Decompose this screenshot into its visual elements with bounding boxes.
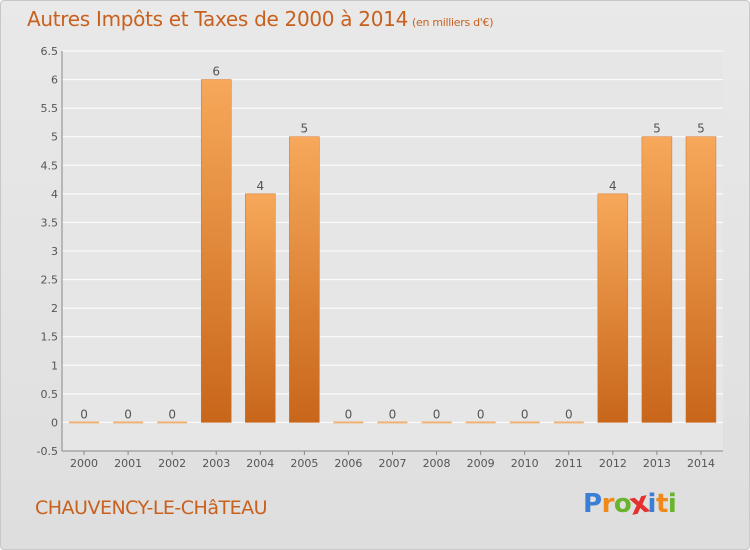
data-label-2004: 4 bbox=[256, 179, 264, 193]
bar-2006 bbox=[333, 421, 364, 424]
x-tick-label: 2001 bbox=[114, 457, 142, 470]
bar-2011 bbox=[553, 421, 584, 424]
data-label-2002: 0 bbox=[168, 407, 176, 421]
x-tick-label: 2013 bbox=[643, 457, 671, 470]
logo-letter: i bbox=[647, 489, 657, 519]
data-label-2008: 0 bbox=[433, 407, 441, 421]
x-tick-label: 2006 bbox=[334, 457, 362, 470]
x-tick-label: 2000 bbox=[70, 457, 98, 470]
y-tick-label: 0 bbox=[51, 416, 58, 429]
logo-letter: o bbox=[613, 489, 632, 519]
bar-2007 bbox=[377, 421, 408, 424]
data-label-2005: 5 bbox=[301, 122, 309, 136]
bar-2003 bbox=[200, 79, 232, 423]
logo-letter: t bbox=[655, 489, 668, 519]
data-label-2012: 4 bbox=[609, 179, 617, 193]
x-tick-label: 2011 bbox=[555, 457, 583, 470]
y-tick-label: 4.5 bbox=[41, 159, 59, 172]
bar-2004 bbox=[245, 193, 276, 423]
y-tick-label: 2.5 bbox=[41, 274, 59, 287]
data-label-2009: 0 bbox=[477, 407, 485, 421]
x-tick-label: 2003 bbox=[202, 457, 230, 470]
y-tick-label: 3 bbox=[51, 245, 58, 258]
bar-2010 bbox=[509, 421, 540, 424]
bar-2009 bbox=[465, 421, 496, 424]
x-tick-label: 2004 bbox=[246, 457, 274, 470]
chart-title-text: Autres Impôts et Taxes de 2000 à 2014 bbox=[27, 7, 408, 31]
data-label-2011: 0 bbox=[565, 407, 573, 421]
x-tick-label: 2009 bbox=[467, 457, 495, 470]
y-tick-label: 2 bbox=[51, 302, 58, 315]
y-tick-label: 0.5 bbox=[41, 388, 59, 401]
logo-letter: r bbox=[601, 489, 615, 519]
chart-subtitle: (en milliers d'€) bbox=[412, 16, 494, 29]
x-tick-label: 2008 bbox=[423, 457, 451, 470]
data-label-2013: 5 bbox=[653, 122, 661, 136]
logo-letter: i bbox=[667, 489, 677, 519]
x-tick-label: 2005 bbox=[290, 457, 318, 470]
data-label-2003: 6 bbox=[212, 65, 220, 79]
x-tick-label: 2002 bbox=[158, 457, 186, 470]
x-tick-label: 2014 bbox=[687, 457, 715, 470]
data-label-2010: 0 bbox=[521, 407, 529, 421]
y-tick-label: 1 bbox=[51, 359, 58, 372]
proxiti-logo: Proxiti bbox=[583, 485, 677, 523]
y-tick-label: 3.5 bbox=[41, 216, 59, 229]
bar-2000 bbox=[69, 421, 100, 424]
y-tick-label: 6.5 bbox=[41, 45, 59, 58]
city-name: CHAUVENCY-LE-CHâTEAU bbox=[35, 497, 267, 519]
y-tick-label: 1.5 bbox=[41, 331, 59, 344]
bar-2001 bbox=[113, 421, 144, 424]
bar-2005 bbox=[289, 136, 320, 423]
y-tick-label: -0.5 bbox=[37, 445, 58, 458]
data-label-2006: 0 bbox=[345, 407, 353, 421]
x-tick-label: 2007 bbox=[379, 457, 407, 470]
x-tick-label: 2012 bbox=[599, 457, 627, 470]
chart-title: Autres Impôts et Taxes de 2000 à 2014 (en… bbox=[27, 7, 493, 31]
x-tick-label: 2010 bbox=[511, 457, 539, 470]
y-tick-label: 4 bbox=[51, 188, 58, 201]
y-tick-label: 5 bbox=[51, 131, 58, 144]
y-tick-label: 5.5 bbox=[41, 102, 59, 115]
bar-2013 bbox=[641, 136, 673, 423]
bar-2014 bbox=[685, 136, 717, 423]
data-label-2001: 0 bbox=[124, 407, 132, 421]
y-tick-label: 6 bbox=[51, 74, 58, 87]
bar-2012 bbox=[597, 193, 629, 423]
data-label-2007: 0 bbox=[389, 407, 397, 421]
bar-2008 bbox=[421, 421, 452, 424]
data-label-2014: 5 bbox=[697, 122, 705, 136]
logo-letter: P bbox=[583, 489, 602, 519]
data-label-2000: 0 bbox=[80, 407, 88, 421]
bar-2002 bbox=[157, 421, 188, 424]
